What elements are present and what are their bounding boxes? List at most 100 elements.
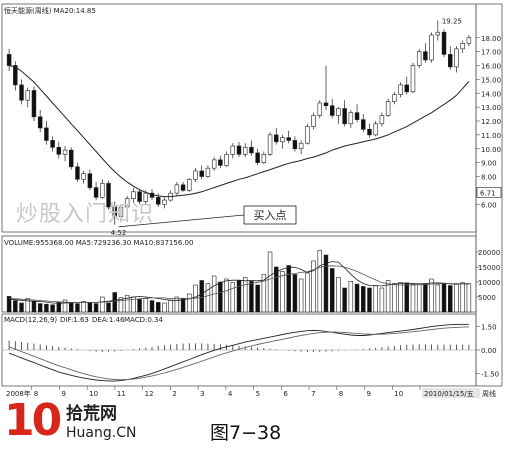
volume-bar bbox=[336, 277, 341, 313]
candle-body bbox=[292, 140, 298, 150]
candle-body bbox=[311, 115, 316, 127]
volume-bar bbox=[261, 274, 267, 313]
price-tick-label: 15.00 bbox=[481, 76, 501, 84]
candle-body bbox=[361, 119, 366, 130]
candle-body bbox=[460, 42, 465, 50]
volume-bar bbox=[311, 260, 316, 313]
candle-body bbox=[448, 54, 453, 68]
volume-bar bbox=[236, 280, 242, 313]
candle-body bbox=[106, 183, 111, 208]
candle-body bbox=[162, 199, 167, 205]
volume-bar bbox=[274, 266, 279, 313]
price-tick-label: 9.00 bbox=[481, 160, 497, 168]
high-price-label: 19.25 bbox=[442, 17, 462, 25]
volume-bar bbox=[56, 302, 62, 313]
volume-bar bbox=[348, 281, 354, 313]
candle-body bbox=[19, 84, 24, 101]
price-tick-label: 14.00 bbox=[481, 90, 501, 98]
candle-body bbox=[25, 90, 30, 101]
volume-bar bbox=[87, 302, 93, 313]
volume-tick-label: 20000 bbox=[478, 249, 500, 257]
volume-bar bbox=[118, 297, 124, 313]
volume-bar bbox=[62, 299, 68, 313]
volume-bar bbox=[199, 280, 204, 313]
candle-body bbox=[423, 51, 428, 61]
candle-body bbox=[187, 178, 192, 191]
buy-point-pointer bbox=[118, 214, 245, 228]
site-logo: 10 拾荒网 Huang.CN bbox=[4, 395, 154, 451]
candle-body bbox=[211, 159, 217, 169]
volume-bar bbox=[106, 302, 111, 313]
candle-body bbox=[205, 167, 211, 177]
x-tick-label: 5 bbox=[256, 390, 260, 398]
low-price-label: 4.52 bbox=[111, 229, 127, 237]
candle-body bbox=[255, 152, 260, 163]
volume-bar bbox=[354, 283, 360, 313]
volume-bar bbox=[267, 251, 273, 313]
stock-chart: 6.007.008.009.0010.0011.0012.0013.0014.0… bbox=[1, 3, 503, 398]
volume-bar bbox=[448, 285, 453, 313]
period-label: 周线 bbox=[482, 389, 496, 398]
volume-bar bbox=[224, 278, 229, 313]
volume-bar bbox=[180, 297, 186, 313]
candle-body bbox=[242, 147, 248, 155]
volume-y-axis: 5000 10000 15000 20000 bbox=[476, 249, 500, 302]
candle-body bbox=[199, 170, 204, 177]
volume-bar bbox=[416, 284, 422, 313]
volume-bar bbox=[6, 296, 12, 313]
price-tick-label: 18.00 bbox=[481, 35, 501, 43]
volume-bar bbox=[75, 303, 80, 313]
candle-body bbox=[93, 187, 99, 198]
volume-bar bbox=[93, 303, 99, 313]
dif-line bbox=[8, 323, 469, 382]
x-tick-label: 4 bbox=[228, 390, 233, 398]
volume-bar bbox=[100, 296, 105, 313]
candle-body bbox=[50, 140, 55, 148]
candle-body bbox=[398, 84, 403, 95]
current-date: 2010/01/15/五 bbox=[424, 390, 474, 398]
volume-ma10-line bbox=[9, 265, 469, 303]
candle-body bbox=[354, 112, 360, 120]
date-box bbox=[422, 388, 480, 398]
volume-bar bbox=[37, 303, 43, 313]
volume-bar bbox=[50, 304, 55, 313]
current-price-label: 6.71 bbox=[480, 189, 496, 197]
candle-body bbox=[454, 48, 459, 68]
volume-bar bbox=[323, 254, 329, 313]
candle-body bbox=[69, 149, 74, 168]
candle-body bbox=[404, 84, 409, 93]
candle-body bbox=[143, 192, 149, 202]
candle-body bbox=[230, 145, 236, 155]
volume-bar bbox=[143, 298, 149, 313]
candle-body bbox=[385, 101, 391, 116]
volume-bar bbox=[342, 287, 347, 313]
macd-histogram bbox=[8, 340, 470, 353]
candle-body bbox=[274, 134, 279, 143]
candle-body bbox=[87, 173, 93, 188]
candle-body bbox=[317, 102, 322, 116]
volume-bar bbox=[367, 287, 372, 313]
price-tick-label: 13.00 bbox=[481, 104, 501, 112]
volume-bar bbox=[280, 271, 285, 313]
current-price-box bbox=[476, 187, 502, 198]
volume-bar bbox=[13, 300, 18, 313]
price-header: 恒天能源(周线) MA20:14.85 bbox=[4, 6, 96, 15]
candle-body bbox=[348, 112, 354, 125]
price-tick-label: 6.00 bbox=[481, 201, 497, 209]
axis-strip bbox=[475, 3, 503, 387]
x-tick-label: 8 bbox=[34, 390, 38, 398]
macd-dif-value: DIF:1.63 bbox=[60, 316, 89, 324]
volume-bar bbox=[435, 284, 441, 313]
volume-bar bbox=[44, 303, 49, 313]
candle-body bbox=[218, 159, 223, 166]
candle-body bbox=[180, 184, 186, 191]
volume-bar bbox=[187, 293, 192, 313]
volume-bar bbox=[174, 296, 180, 313]
volume-bar bbox=[69, 302, 74, 313]
candle-body bbox=[31, 90, 37, 118]
price-tick-label: 11.00 bbox=[481, 132, 501, 140]
candle-body bbox=[37, 116, 43, 129]
volume-bar bbox=[249, 281, 254, 313]
macd-tick-label: -1.50 bbox=[481, 371, 499, 379]
candle-body bbox=[379, 115, 385, 125]
